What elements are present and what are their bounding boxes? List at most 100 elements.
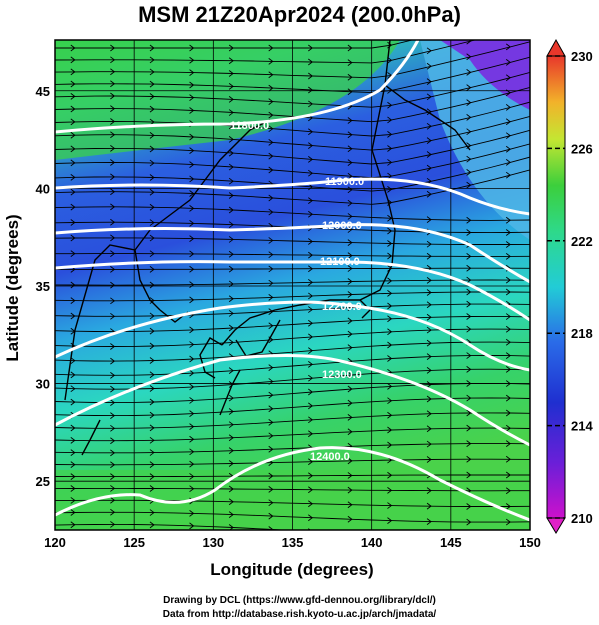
wind-arrow [347, 131, 353, 139]
wind-arrow [149, 398, 155, 406]
wind-arrow [189, 510, 195, 517]
wind-arrow [347, 59, 353, 66]
wind-arrow [149, 357, 155, 364]
wind-arrow [110, 357, 116, 365]
wind-arrow [426, 93, 432, 101]
wind-arrow [466, 84, 472, 91]
contour-label: 12100.0 [320, 256, 360, 268]
height-contours [55, 40, 530, 522]
wind-arrow [268, 84, 274, 92]
wind-arrow [149, 174, 155, 181]
wind-arrow [149, 424, 155, 432]
wind-arrow [110, 437, 116, 445]
wind-arrow [110, 266, 116, 273]
wind-arrow [149, 145, 155, 153]
streamline [55, 427, 530, 442]
wind-arrow [268, 98, 274, 105]
wind-arrow [426, 122, 432, 130]
wind-arrow [347, 317, 353, 325]
wind-arrow [387, 517, 393, 524]
wind-arrow [189, 190, 195, 197]
wind-arrow [308, 100, 314, 108]
wind-arrow [268, 125, 274, 133]
wind-arrow [268, 472, 274, 480]
wind-arrow [189, 56, 195, 64]
wind-arrow [70, 385, 76, 393]
wind-arrow [70, 398, 76, 406]
wind-arrow [466, 518, 472, 526]
wind-arrow [110, 473, 116, 480]
wind-arrow [110, 159, 116, 166]
wind-arrow [110, 173, 116, 181]
wind-arrow [426, 301, 432, 309]
wind-arrow [426, 425, 432, 433]
contour-label: 12300.0 [322, 369, 362, 381]
wind-arrow [308, 374, 314, 382]
streamline [55, 115, 530, 151]
wind-arrow [110, 508, 116, 516]
wind-arrow [189, 435, 195, 443]
wind-arrow [347, 472, 353, 479]
wind-arrow [110, 68, 116, 76]
wind-arrow [149, 371, 155, 379]
wind-arrow [110, 56, 116, 64]
wind-arrow [70, 473, 76, 480]
wind-arrow [149, 385, 155, 392]
wind-arrow [149, 68, 155, 76]
streamline [55, 86, 530, 123]
wind-arrow [387, 487, 393, 494]
streamline [55, 315, 530, 333]
wind-arrow [268, 391, 274, 399]
wind-arrow [228, 221, 234, 229]
wind-arrow [466, 114, 472, 121]
wind-arrow [268, 512, 274, 520]
contour-label: 12400.0 [310, 451, 350, 463]
wind-arrow [426, 289, 432, 296]
wind-arrow [228, 310, 234, 317]
streamline [55, 40, 477, 64]
wind-arrow [110, 281, 116, 289]
wind-arrow [505, 313, 511, 320]
streamline [55, 511, 530, 523]
wind-arrow [308, 430, 314, 438]
y-axis: 25 30 35 40 45 [36, 84, 50, 489]
wind-arrow [189, 107, 195, 114]
wind-arrow [268, 152, 274, 160]
wind-arrow [426, 395, 432, 403]
wind-arrow [268, 418, 274, 426]
wind-arrow [228, 192, 234, 199]
wind-arrow [149, 521, 155, 529]
x-tick-label: 130 [202, 535, 224, 550]
streamline [55, 40, 414, 49]
wind-arrow [505, 132, 511, 140]
wind-arrow [505, 253, 511, 260]
wind-arrow [427, 32, 431, 38]
streamline [55, 341, 530, 362]
coastlines [64, 40, 471, 456]
wind-arrow [466, 424, 472, 432]
wind-arrow [505, 518, 511, 526]
wind-arrow [426, 381, 432, 388]
wind-arrow [189, 147, 195, 155]
wind-arrow [505, 409, 511, 417]
wind-arrow [505, 276, 511, 284]
wind-arrow [387, 383, 393, 390]
wind-arrow [110, 521, 116, 528]
wind-arrow [149, 80, 155, 88]
wind-arrow [110, 250, 116, 257]
wind-arrow [268, 308, 274, 315]
wind-arrow [228, 57, 234, 65]
wind-arrow [149, 312, 155, 320]
y-tick-label: 30 [36, 377, 50, 392]
contour-label: 12200.0 [322, 301, 362, 313]
wind-arrow [228, 434, 234, 442]
wind-arrow [308, 458, 314, 466]
wind-arrow [228, 163, 234, 171]
wind-arrow [426, 216, 432, 223]
wind-arrow [387, 131, 393, 138]
wind-arrow [110, 312, 116, 320]
wind-arrow [149, 281, 155, 289]
wind-arrow [387, 315, 393, 323]
wind-arrow [347, 515, 353, 523]
wind-arrow [505, 440, 511, 447]
